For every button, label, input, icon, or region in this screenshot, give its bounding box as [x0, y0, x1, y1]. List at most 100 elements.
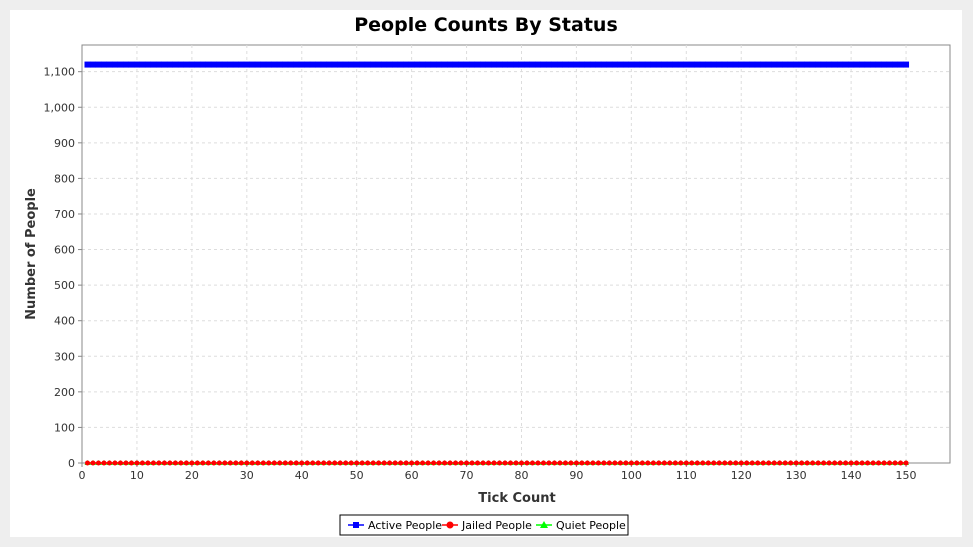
data-point — [255, 460, 261, 466]
data-point — [431, 460, 437, 466]
data-point — [84, 460, 90, 466]
data-point — [458, 61, 465, 68]
data-point — [304, 460, 310, 466]
data-point — [529, 460, 535, 466]
data-point — [787, 61, 794, 68]
data-point — [216, 460, 222, 466]
data-point — [89, 61, 96, 68]
data-point — [414, 460, 420, 466]
data-point — [513, 61, 519, 68]
data-point — [211, 460, 217, 466]
data-point — [222, 460, 228, 466]
data-point — [353, 61, 360, 68]
data-point — [683, 460, 689, 466]
data-point — [788, 460, 794, 466]
data-point — [381, 61, 388, 68]
y-tick-label: 500 — [54, 279, 75, 292]
data-point — [238, 460, 244, 466]
axes: 0 100 200 300 400 500 600 700 800 900 1,000 1,100 0 1… — [44, 45, 950, 482]
data-point — [469, 460, 475, 466]
data-point — [617, 61, 624, 68]
data-point — [453, 460, 459, 466]
data-point — [743, 61, 750, 68]
data-point — [315, 61, 322, 68]
data-point — [403, 61, 410, 68]
y-tick-label: 1,000 — [44, 101, 76, 114]
legend: Active People Jailed People Quiet People — [339, 514, 629, 536]
data-point — [243, 61, 250, 68]
data-point — [172, 460, 178, 466]
data-point — [321, 460, 327, 466]
data-point — [271, 61, 278, 68]
data-point — [645, 460, 651, 466]
data-point — [139, 61, 146, 68]
y-tick-label: 700 — [54, 208, 75, 221]
data-point — [90, 460, 96, 466]
data-point — [562, 460, 568, 466]
data-point — [254, 61, 261, 68]
data-point — [282, 460, 288, 466]
data-point — [688, 61, 695, 68]
y-tick-label: 300 — [54, 350, 75, 363]
x-tick-label: 30 — [240, 469, 254, 482]
data-point — [793, 61, 800, 68]
data-point — [210, 61, 217, 68]
data-point — [205, 460, 211, 466]
data-point — [749, 61, 756, 68]
y-tick-label: 200 — [54, 386, 75, 399]
data-point — [551, 460, 557, 466]
data-point — [452, 61, 459, 68]
chart-title: People Counts By Status — [354, 14, 618, 36]
data-point — [716, 61, 723, 68]
data-point — [655, 61, 662, 68]
y-tick-label: 1,100 — [44, 66, 76, 79]
data-point — [854, 460, 860, 466]
data-point — [810, 460, 816, 466]
legend-item: Quiet People — [536, 519, 626, 532]
data-point — [397, 61, 404, 68]
data-point — [567, 61, 574, 68]
y-tick-label: 400 — [54, 315, 75, 328]
data-point — [342, 61, 349, 68]
x-tick-label: 10 — [130, 469, 144, 482]
data-point — [887, 460, 893, 466]
data-point — [672, 460, 678, 466]
data-point — [458, 460, 464, 466]
data-point — [112, 460, 118, 466]
data-point — [469, 61, 476, 68]
x-tick-label: 0 — [79, 469, 86, 482]
legend-label: Quiet People — [556, 519, 626, 532]
data-point — [161, 460, 167, 466]
data-point — [276, 61, 283, 68]
data-point — [101, 460, 107, 466]
data-point — [540, 460, 546, 466]
data-point — [134, 460, 140, 466]
data-point — [733, 460, 739, 466]
data-point — [903, 61, 910, 68]
data-point — [667, 460, 673, 466]
data-point — [436, 460, 442, 466]
data-point — [694, 460, 700, 466]
data-point — [524, 460, 530, 466]
y-tick-label: 900 — [54, 137, 75, 150]
x-axis-label: Tick Count — [478, 491, 555, 506]
legend-label: Jailed People — [461, 519, 532, 532]
data-point — [375, 61, 382, 68]
data-point — [150, 61, 157, 68]
data-point — [161, 61, 168, 68]
data-point — [595, 460, 601, 466]
data-point — [425, 460, 431, 466]
data-point — [628, 61, 635, 68]
data-point — [392, 61, 399, 68]
data-point — [122, 61, 129, 68]
data-point — [398, 460, 404, 466]
data-point — [139, 460, 145, 466]
data-point — [678, 460, 684, 466]
data-point — [271, 460, 277, 466]
data-point — [804, 61, 811, 68]
data-point — [332, 460, 338, 466]
data-point — [716, 460, 722, 466]
data-point — [656, 460, 662, 466]
data-point — [848, 61, 855, 68]
data-point — [491, 61, 498, 68]
